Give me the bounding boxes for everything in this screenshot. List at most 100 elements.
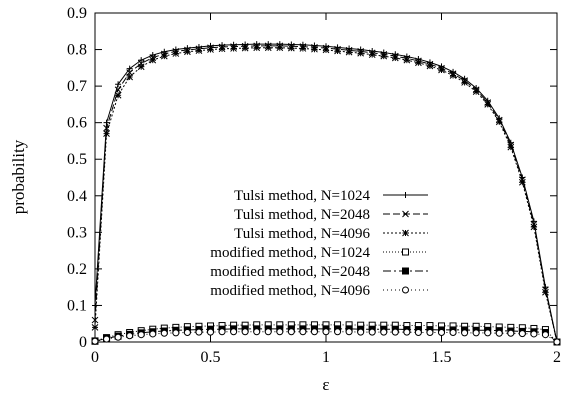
legend-entry: modified method, N=4096 [210, 283, 428, 299]
data-point [530, 330, 538, 338]
data-point [530, 223, 538, 231]
legend-swatch-marker [402, 248, 409, 256]
legend-label: Tulsi method, N=2048 [234, 207, 370, 223]
data-point [484, 101, 492, 108]
data-point [299, 45, 307, 52]
data-point [542, 288, 549, 296]
data-point [230, 328, 238, 336]
legend-entry: modified method, N=1024 [210, 245, 428, 261]
data-point [103, 335, 111, 343]
data-point [368, 51, 376, 59]
data-point [472, 329, 480, 337]
legend: Tulsi method, N=1024 Tulsi method, N=2048… [210, 188, 428, 299]
data-point [184, 48, 191, 56]
y-axis-title: probability [9, 139, 28, 214]
data-point [368, 328, 376, 336]
data-point [149, 330, 157, 338]
series-line [94, 324, 558, 343]
data-point [253, 328, 261, 336]
data-point [207, 328, 214, 336]
data-point [195, 328, 203, 336]
data-point [518, 330, 526, 338]
data-point [103, 119, 110, 126]
data-point [91, 324, 99, 331]
data-point [449, 328, 457, 336]
legend-label: Tulsi method, N=1024 [234, 188, 370, 204]
data-point [357, 328, 365, 336]
data-point [264, 44, 272, 52]
data-point [287, 44, 295, 52]
legend-entry: modified method, N=2048 [210, 264, 428, 280]
y-tick-label: 0.2 [67, 261, 87, 278]
data-point [518, 178, 526, 186]
legend-swatch-marker [402, 210, 409, 218]
x-tick-label: 0.5 [201, 349, 221, 366]
data-point [414, 328, 422, 336]
data-point [345, 48, 353, 56]
data-point [276, 328, 284, 336]
y-tick-label: 0.5 [67, 151, 87, 168]
legend-label: modified method, N=1024 [210, 245, 370, 261]
data-point [357, 49, 365, 57]
data-point [218, 328, 226, 336]
data-point [380, 328, 388, 336]
data-point [115, 81, 122, 88]
legend-entry: Tulsi method, N=1024 [234, 188, 428, 204]
data-point [426, 328, 434, 336]
x-tick-label: 0 [91, 349, 99, 366]
data-point [310, 328, 318, 336]
data-point [276, 44, 284, 52]
series-6 [91, 328, 561, 346]
y-tick-label: 0.8 [67, 42, 87, 59]
y-tick-label: 0.7 [67, 78, 87, 95]
legend-label: Tulsi method, N=4096 [234, 226, 370, 242]
data-point [403, 56, 411, 64]
legend-swatch-marker [402, 267, 409, 275]
data-point [345, 328, 353, 336]
data-point [126, 73, 134, 81]
y-tick-label: 0.6 [67, 115, 87, 132]
data-point [241, 328, 249, 336]
y-tick-label: 0.1 [67, 297, 87, 314]
data-point [507, 143, 515, 151]
y-tick-label: 0.4 [67, 188, 87, 205]
data-point [553, 338, 561, 346]
legend-entry: Tulsi method, N=2048 [234, 207, 428, 223]
data-point [91, 337, 99, 345]
data-point [541, 331, 549, 339]
data-point [114, 91, 122, 99]
data-point [126, 65, 133, 72]
data-point [160, 52, 168, 60]
series-3 [91, 44, 561, 346]
data-point [160, 329, 168, 337]
data-point [114, 333, 122, 341]
x-tick-label: 1 [322, 349, 330, 366]
data-point [287, 328, 295, 336]
legend-swatch-marker [402, 286, 409, 294]
data-point [438, 66, 445, 74]
data-point [334, 328, 342, 336]
data-point [461, 79, 468, 86]
data-point [299, 328, 307, 336]
legend-label: modified method, N=2048 [210, 264, 370, 280]
data-point [230, 45, 237, 52]
x-axis-title: ε [322, 375, 329, 394]
data-point [114, 86, 122, 94]
legend-swatch-marker [402, 229, 409, 237]
data-point [138, 57, 145, 64]
x-tick-label: 2 [553, 349, 561, 366]
data-point [137, 63, 145, 71]
data-point [484, 329, 492, 337]
series-layer [91, 41, 561, 346]
data-point [438, 328, 445, 336]
data-point [241, 44, 249, 52]
axis-ticks: 0 0.1 0.2 0.3 0.4 0.5 0.6 0.7 0.8 0.9 0 0.5 1 1.5 2 [67, 5, 561, 366]
data-point [449, 72, 457, 79]
y-tick-label: 0.9 [67, 5, 87, 22]
data-point [415, 59, 422, 67]
legend-swatch-marker [402, 192, 409, 198]
data-point [218, 45, 226, 53]
data-point [426, 62, 434, 70]
data-point [92, 302, 98, 309]
